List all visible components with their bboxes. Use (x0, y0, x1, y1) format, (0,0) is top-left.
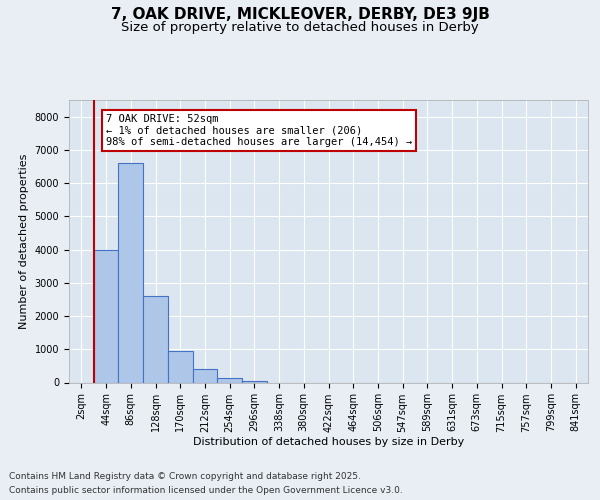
Text: 7, OAK DRIVE, MICKLEOVER, DERBY, DE3 9JB: 7, OAK DRIVE, MICKLEOVER, DERBY, DE3 9JB (110, 8, 490, 22)
Text: Contains HM Land Registry data © Crown copyright and database right 2025.: Contains HM Land Registry data © Crown c… (9, 472, 361, 481)
Bar (118, 163, 143, 382)
Bar (217, 378, 242, 382)
Bar (168, 351, 193, 382)
X-axis label: Distribution of detached houses by size in Derby: Distribution of detached houses by size … (193, 438, 464, 448)
Text: 7 OAK DRIVE: 52sqm
← 1% of detached houses are smaller (206)
98% of semi-detache: 7 OAK DRIVE: 52sqm ← 1% of detached hous… (106, 114, 412, 148)
Bar (143, 296, 168, 382)
Bar (94, 250, 118, 382)
Text: Size of property relative to detached houses in Derby: Size of property relative to detached ho… (121, 21, 479, 34)
Bar (193, 369, 217, 382)
Bar (242, 380, 267, 382)
Y-axis label: Number of detached properties: Number of detached properties (19, 154, 29, 329)
Text: Contains public sector information licensed under the Open Government Licence v3: Contains public sector information licen… (9, 486, 403, 495)
